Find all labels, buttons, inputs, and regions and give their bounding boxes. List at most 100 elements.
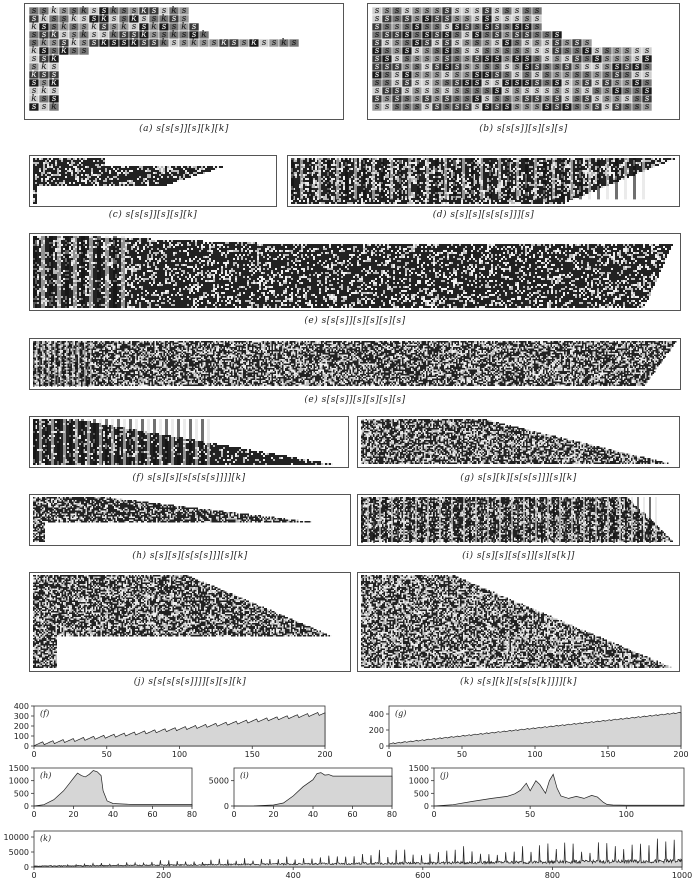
svg-text:s: s [485,46,490,56]
svg-text:s: s [132,30,137,40]
x-tick-label: 100 [527,750,542,759]
svg-text:s: s [395,14,400,24]
svg-text:s: s [425,38,430,48]
svg-text:s: s [425,54,430,64]
x-tick-label: 20 [68,810,78,819]
svg-text:s: s [635,78,640,88]
svg-text:s: s [555,94,560,104]
svg-text:s: s [505,6,510,16]
svg-text:s: s [455,38,460,48]
caption-h: (h) s[s][s][s[s[s]]][s][k] [29,551,351,561]
svg-text:s: s [385,38,390,48]
svg-text:s: s [435,78,440,88]
svg-text:s: s [92,6,97,16]
svg-text:s: s [515,38,520,48]
x-tick-label: 0 [386,750,391,759]
y-tick-label: 5000 [9,848,29,857]
svg-text:s: s [575,102,580,112]
svg-text:s: s [505,46,510,56]
svg-text:s: s [72,30,77,40]
svg-text:s: s [565,38,570,48]
svg-text:s: s [435,102,440,112]
svg-text:s: s [455,22,460,32]
svg-text:s: s [62,14,67,24]
chart-label: (j) [440,771,449,780]
svg-text:s: s [615,78,620,88]
svg-text:k: k [41,14,46,24]
svg-text:s: s [52,14,57,24]
svg-text:s: s [405,70,410,80]
x-tick-label: 0 [431,810,436,819]
x-tick-label: 60 [347,810,357,819]
svg-text:s: s [62,30,67,40]
chart-label: (g) [395,709,406,718]
svg-text:k: k [141,6,146,16]
svg-text:s: s [535,30,540,40]
svg-text:s: s [575,70,580,80]
x-tick-label: 20 [268,810,278,819]
y-tick-label: 5000 [209,777,229,786]
cell: k [278,38,290,48]
svg-text:s: s [565,62,570,72]
svg-text:s: s [575,94,580,104]
svg-text:s: s [122,38,127,48]
svg-text:s: s [405,102,410,112]
diagram-a-graphic: s s k s s k s s k s s k s s k ss k s s k s s k s s k s s k s sk s s k s s k s… [28,6,300,112]
svg-text:s: s [375,46,380,56]
svg-text:s: s [585,86,590,96]
svg-text:s: s [575,46,580,56]
diagram-k-graphic [361,575,672,668]
svg-text:s: s [525,78,530,88]
svg-text:s: s [535,54,540,64]
cell: s [501,102,513,112]
svg-text:s: s [565,94,570,104]
svg-text:s: s [445,54,450,64]
svg-text:s: s [475,86,480,96]
svg-text:s: s [465,54,470,64]
svg-text:s: s [555,46,560,56]
svg-text:s: s [505,62,510,72]
cell: s [68,46,80,56]
y-tick-label: 10000 [4,833,29,842]
cell: s [178,38,190,48]
caption-k: (k) s[s][k][s[s[s[k]]]][k] [357,677,680,687]
svg-text:s: s [495,102,500,112]
svg-text:s: s [435,86,440,96]
svg-text:s: s [52,70,57,80]
svg-text:s: s [545,54,550,64]
svg-text:s: s [475,78,480,88]
svg-text:k: k [41,86,46,96]
svg-text:s: s [385,94,390,104]
caption-i: (i) s[s][s][s[s]][s][s[k]] [357,551,680,561]
svg-text:s: s [595,94,600,104]
svg-text:s: s [485,38,490,48]
svg-text:s: s [465,46,470,56]
svg-text:s: s [395,30,400,40]
cell: k [218,38,230,48]
svg-text:s: s [485,22,490,32]
svg-text:s: s [515,22,520,32]
cell: s [431,102,443,112]
y-tick-label: 1500 [409,764,429,773]
diagram-b-graphic: s s s s s s s s s s s s s s s s ss s s s s s s s s s s s s s s s ss s s s s s… [371,6,653,112]
svg-text:s: s [545,30,550,40]
svg-text:s: s [445,86,450,96]
svg-text:s: s [415,70,420,80]
svg-text:k: k [131,38,136,48]
svg-text:s: s [515,102,520,112]
svg-text:s: s [102,22,107,32]
svg-text:s: s [555,102,560,112]
svg-text:s: s [395,54,400,64]
svg-text:s: s [405,30,410,40]
svg-text:s: s [212,38,217,48]
svg-text:s: s [445,46,450,56]
svg-text:s: s [495,86,500,96]
svg-text:s: s [415,94,420,104]
svg-text:s: s [425,70,430,80]
svg-text:s: s [575,38,580,48]
svg-text:s: s [395,46,400,56]
svg-text:s: s [375,6,380,16]
svg-text:s: s [535,46,540,56]
svg-text:s: s [595,54,600,64]
